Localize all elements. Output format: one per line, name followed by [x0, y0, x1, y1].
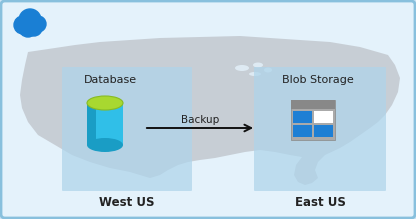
Bar	[293, 111, 312, 123]
FancyBboxPatch shape	[254, 67, 386, 191]
Circle shape	[26, 20, 42, 36]
Circle shape	[30, 16, 46, 32]
Bar	[87, 103, 96, 145]
Bar	[291, 100, 335, 109]
Circle shape	[19, 19, 37, 37]
Ellipse shape	[87, 96, 123, 110]
Circle shape	[19, 9, 41, 31]
Ellipse shape	[253, 62, 263, 67]
Text: Blob Storage: Blob Storage	[282, 75, 354, 85]
Polygon shape	[20, 36, 400, 185]
Bar	[291, 100, 335, 140]
Text: East US: East US	[295, 196, 345, 208]
Bar	[314, 111, 333, 123]
Bar	[314, 125, 333, 137]
Text: Database: Database	[84, 75, 136, 85]
FancyBboxPatch shape	[62, 67, 192, 191]
Bar	[293, 125, 312, 137]
Ellipse shape	[264, 67, 272, 72]
Text: West US: West US	[99, 196, 155, 208]
Ellipse shape	[249, 72, 261, 76]
Bar	[87, 103, 123, 145]
Ellipse shape	[235, 65, 249, 71]
Circle shape	[14, 16, 32, 34]
Ellipse shape	[87, 138, 123, 152]
Text: Backup: Backup	[181, 115, 219, 125]
